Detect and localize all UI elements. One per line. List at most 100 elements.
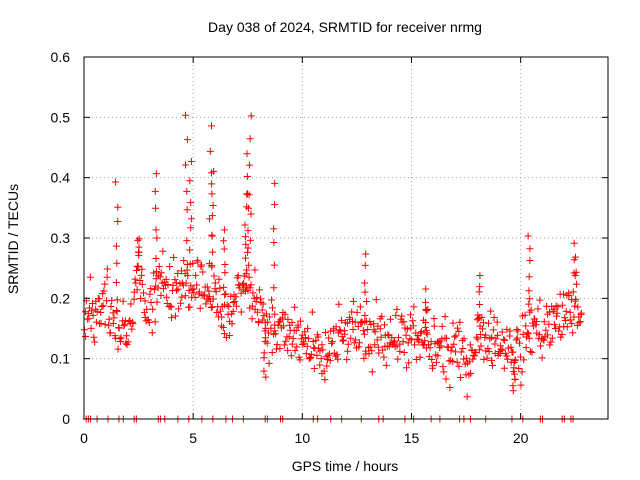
data-point <box>388 334 396 342</box>
data-point <box>177 299 185 307</box>
data-point <box>301 334 309 342</box>
data-point <box>230 291 238 299</box>
data-point <box>304 324 312 332</box>
data-point <box>349 325 357 333</box>
data-point <box>423 330 431 338</box>
x-tick-label: 20 <box>513 430 529 446</box>
data-point <box>261 319 269 327</box>
data-point <box>232 293 240 301</box>
data-point <box>225 332 233 340</box>
data-point <box>536 296 544 304</box>
data-point <box>440 368 448 376</box>
data-point <box>220 245 228 253</box>
data-point <box>355 343 363 351</box>
y-axis-label: SRMTID / TECUs <box>5 184 21 294</box>
data-point <box>151 318 159 326</box>
data-point <box>302 350 310 358</box>
data-point <box>113 308 121 316</box>
data-point <box>284 315 292 323</box>
data-point <box>150 269 158 277</box>
data-point <box>465 371 473 379</box>
data-point <box>496 342 504 350</box>
data-point <box>213 309 221 317</box>
y-tick-label: 0.6 <box>51 49 71 65</box>
data-point <box>196 304 204 312</box>
data-point <box>452 332 460 340</box>
data-point <box>439 363 447 371</box>
data-point <box>476 300 484 308</box>
data-point <box>494 331 502 339</box>
data-point <box>554 303 562 311</box>
data-point <box>209 248 217 256</box>
data-point <box>243 266 251 274</box>
data-point <box>347 334 355 342</box>
data-point <box>243 203 251 211</box>
data-point <box>544 331 552 339</box>
data-point <box>371 328 379 336</box>
data-point <box>413 335 421 343</box>
data-point <box>380 353 388 361</box>
data-point <box>177 267 185 275</box>
data-point <box>332 323 340 331</box>
data-point <box>532 321 540 329</box>
data-point <box>540 336 548 344</box>
data-point <box>190 285 198 293</box>
data-point <box>209 202 217 210</box>
data-point <box>571 302 579 310</box>
data-point <box>237 289 245 297</box>
data-point <box>218 313 226 321</box>
data-point <box>85 315 93 323</box>
data-point <box>127 300 135 308</box>
data-point <box>533 317 541 325</box>
data-point <box>244 244 252 252</box>
data-point <box>173 286 181 294</box>
data-point <box>294 323 302 331</box>
data-point <box>321 329 329 337</box>
data-point <box>456 318 464 326</box>
y-tick-label: 0.2 <box>51 290 71 306</box>
data-point <box>205 287 213 295</box>
data-point <box>475 346 483 354</box>
data-point <box>220 283 228 291</box>
data-point <box>441 313 449 321</box>
data-point <box>371 341 379 349</box>
data-point <box>209 295 217 303</box>
data-point <box>245 273 253 281</box>
data-point <box>91 338 99 346</box>
data-point <box>211 279 219 287</box>
data-point <box>244 190 252 198</box>
data-point <box>251 266 259 274</box>
data-point <box>280 341 288 349</box>
data-point <box>245 161 253 169</box>
data-point <box>208 212 216 220</box>
data-point <box>379 346 387 354</box>
data-point <box>151 187 159 195</box>
data-point <box>181 292 189 300</box>
data-point <box>221 269 229 277</box>
data-point <box>404 339 412 347</box>
data-point <box>576 318 584 326</box>
data-point <box>208 232 216 240</box>
data-point <box>206 215 214 223</box>
data-point <box>232 302 240 310</box>
data-point <box>458 337 466 345</box>
data-point <box>410 303 418 311</box>
data-point <box>246 236 254 244</box>
data-point <box>82 332 90 340</box>
data-point <box>403 364 411 372</box>
data-point <box>220 226 228 234</box>
data-point <box>185 287 193 295</box>
data-point <box>120 321 128 329</box>
data-point <box>125 318 133 326</box>
data-point <box>364 325 372 333</box>
data-point <box>321 376 329 384</box>
data-point <box>566 308 574 316</box>
data-point <box>375 349 383 357</box>
data-point <box>222 290 230 298</box>
data-point <box>372 296 380 304</box>
y-tick-label: 0 <box>62 411 70 427</box>
data-point <box>137 295 145 303</box>
data-point <box>450 340 458 348</box>
data-point <box>101 320 109 328</box>
data-point <box>422 329 430 337</box>
